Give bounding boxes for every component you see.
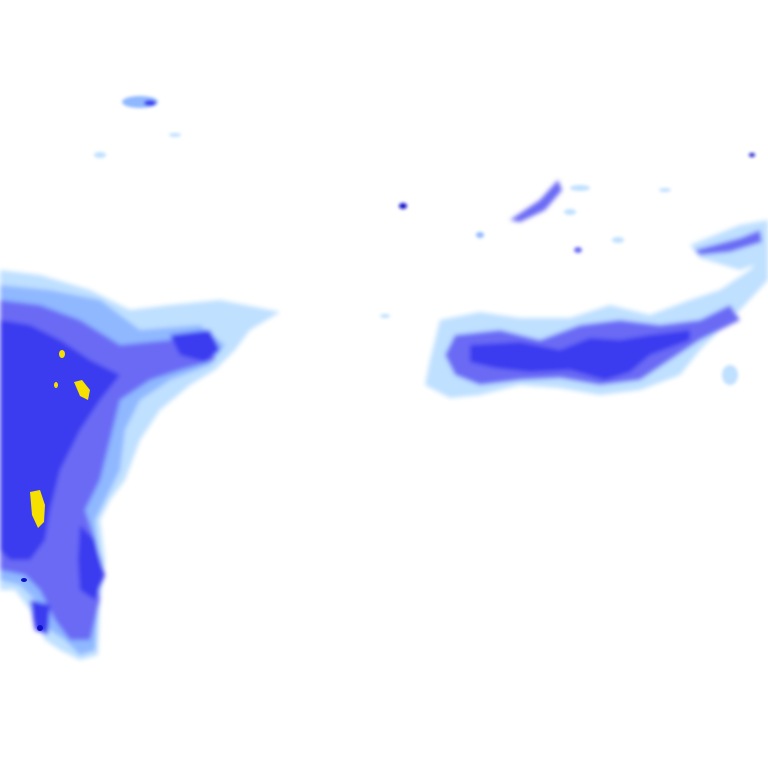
extreme-cells — [21, 350, 90, 631]
precip-cell — [30, 600, 50, 635]
precip-cell — [574, 247, 582, 253]
precip-cell — [37, 625, 43, 631]
precip-cell — [749, 153, 755, 157]
precip-cell — [695, 230, 762, 255]
east-specks — [399, 153, 755, 385]
precip-cell — [78, 525, 105, 600]
west-precip-area — [0, 270, 280, 660]
precip-cell — [659, 188, 671, 192]
precip-cell — [21, 578, 27, 582]
precip-cell — [470, 330, 690, 380]
east-precip-band — [425, 180, 768, 398]
precip-cell — [722, 365, 738, 385]
precip-cell — [380, 314, 390, 318]
northwest-specks — [94, 96, 390, 318]
precip-cell — [476, 232, 484, 238]
precip-cell — [74, 380, 90, 400]
precip-cell — [399, 203, 407, 209]
precip-cell — [564, 209, 576, 215]
precip-cell — [570, 185, 590, 191]
precip-cell — [30, 490, 45, 528]
precip-cell — [170, 330, 220, 362]
precip-cell — [0, 320, 120, 560]
precip-cell — [612, 237, 624, 243]
precip-cell — [94, 152, 106, 158]
precip-cell — [144, 100, 156, 106]
precip-cell — [59, 350, 65, 358]
precip-cell — [54, 382, 58, 388]
precip-cell — [510, 180, 562, 222]
precip-cell — [169, 133, 181, 137]
